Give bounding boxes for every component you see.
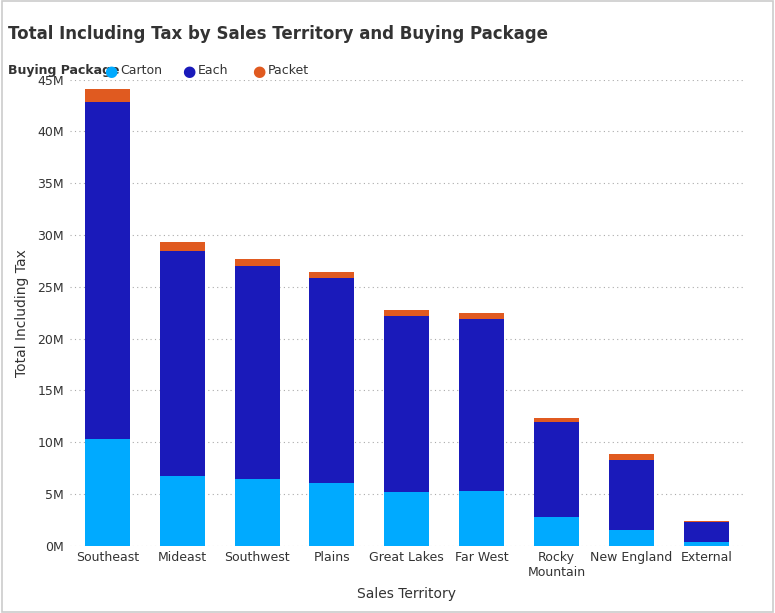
Bar xyxy=(235,259,280,266)
Bar xyxy=(84,89,129,102)
Bar xyxy=(84,439,129,546)
Y-axis label: Total Including Tax: Total Including Tax xyxy=(16,249,29,376)
Bar xyxy=(684,522,729,543)
Bar xyxy=(534,517,579,546)
Bar xyxy=(460,313,505,319)
Text: Each: Each xyxy=(198,64,228,77)
Bar xyxy=(534,418,579,422)
Text: Carton: Carton xyxy=(120,64,162,77)
Bar xyxy=(384,316,429,492)
Bar xyxy=(384,492,429,546)
Bar xyxy=(160,242,205,251)
Bar xyxy=(609,454,654,460)
Bar xyxy=(160,476,205,546)
Bar xyxy=(609,530,654,546)
Bar xyxy=(460,319,505,490)
Bar xyxy=(534,422,579,517)
Bar xyxy=(684,543,729,546)
Text: ●: ● xyxy=(252,64,265,79)
X-axis label: Sales Territory: Sales Territory xyxy=(357,587,456,601)
Bar xyxy=(235,479,280,546)
Bar xyxy=(460,490,505,546)
Bar xyxy=(384,310,429,316)
Bar xyxy=(84,102,129,439)
Bar xyxy=(609,460,654,530)
Bar xyxy=(309,484,354,546)
Text: Buying Package: Buying Package xyxy=(8,64,119,77)
Bar xyxy=(309,278,354,484)
Text: ●: ● xyxy=(105,64,118,79)
Bar xyxy=(235,266,280,479)
Text: Total Including Tax by Sales Territory and Buying Package: Total Including Tax by Sales Territory a… xyxy=(8,25,548,42)
Bar xyxy=(160,251,205,476)
Text: Packet: Packet xyxy=(267,64,308,77)
Text: ●: ● xyxy=(182,64,195,79)
Bar xyxy=(309,272,354,278)
